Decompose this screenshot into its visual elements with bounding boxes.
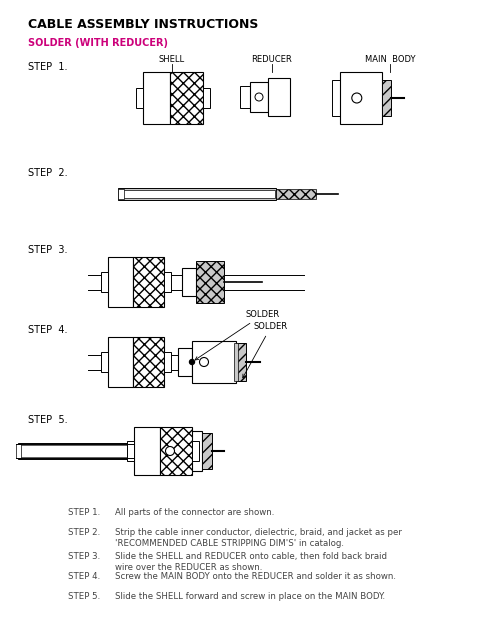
Text: STEP  4.: STEP 4.: [28, 325, 67, 335]
Bar: [133, 337, 164, 387]
Bar: [101, 352, 108, 372]
Bar: [133, 257, 164, 307]
Text: STEP  5.: STEP 5.: [28, 415, 68, 425]
Bar: [240, 86, 250, 108]
Text: STEP 3.: STEP 3.: [68, 552, 100, 561]
Bar: [203, 88, 210, 108]
Bar: [192, 442, 199, 461]
Bar: [178, 348, 192, 376]
Bar: [196, 261, 224, 303]
Text: SOLDER: SOLDER: [243, 322, 288, 378]
Text: STEP  2.: STEP 2.: [28, 168, 68, 178]
Text: CABLE ASSEMBLY INSTRUCTIONS: CABLE ASSEMBLY INSTRUCTIONS: [28, 18, 258, 31]
Bar: [108, 337, 133, 387]
Circle shape: [352, 93, 362, 103]
Bar: [268, 78, 290, 116]
Bar: [182, 268, 196, 296]
Bar: [160, 427, 192, 475]
Bar: [127, 442, 134, 461]
Bar: [170, 72, 203, 124]
Bar: [134, 427, 160, 475]
Bar: [332, 80, 340, 116]
Text: SHELL: SHELL: [159, 55, 185, 64]
Bar: [192, 341, 236, 383]
Text: STEP 4.: STEP 4.: [68, 572, 100, 581]
Bar: [234, 343, 238, 381]
Bar: [276, 189, 316, 199]
Bar: [143, 72, 170, 124]
Bar: [202, 433, 212, 469]
Bar: [18, 443, 138, 460]
Text: Strip the cable inner conductor, dielectric, braid, and jacket as per
'RECOMMEND: Strip the cable inner conductor, dielect…: [115, 528, 402, 548]
Circle shape: [255, 93, 263, 101]
Bar: [20, 445, 136, 457]
Text: STEP  3.: STEP 3.: [28, 245, 67, 255]
Text: STEP 5.: STEP 5.: [68, 592, 100, 601]
Bar: [118, 189, 124, 199]
Text: STEP  1.: STEP 1.: [28, 62, 67, 72]
Text: Screw the MAIN BODY onto the REDUCER and solder it as shown.: Screw the MAIN BODY onto the REDUCER and…: [115, 572, 396, 581]
Circle shape: [190, 360, 195, 365]
Bar: [236, 343, 246, 381]
Bar: [118, 188, 276, 200]
Text: All parts of the connector are shown.: All parts of the connector are shown.: [115, 508, 274, 517]
Bar: [250, 82, 268, 112]
Circle shape: [165, 447, 175, 456]
Bar: [164, 352, 171, 372]
Text: STEP 1.: STEP 1.: [68, 508, 100, 517]
Bar: [340, 72, 382, 124]
Text: REDUCER: REDUCER: [251, 55, 293, 64]
Bar: [16, 444, 21, 458]
Bar: [382, 80, 391, 116]
Text: MAIN  BODY: MAIN BODY: [365, 55, 415, 64]
Text: STEP 2.: STEP 2.: [68, 528, 100, 537]
Text: Slide the SHELL forward and screw in place on the MAIN BODY.: Slide the SHELL forward and screw in pla…: [115, 592, 385, 601]
Bar: [136, 88, 143, 108]
Bar: [101, 272, 108, 292]
Text: SOLDER (WITH REDUCER): SOLDER (WITH REDUCER): [28, 38, 168, 48]
Circle shape: [199, 358, 208, 367]
Bar: [164, 272, 171, 292]
Bar: [158, 431, 202, 471]
Bar: [119, 190, 275, 198]
Bar: [108, 257, 133, 307]
Text: Slide the SHELL and REDUCER onto cable, then fold back braid
wire over the REDUC: Slide the SHELL and REDUCER onto cable, …: [115, 552, 387, 572]
Text: SOLDER: SOLDER: [195, 310, 280, 360]
